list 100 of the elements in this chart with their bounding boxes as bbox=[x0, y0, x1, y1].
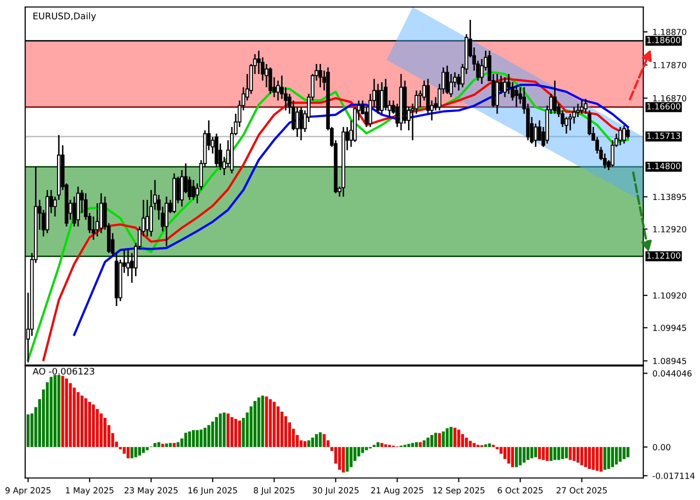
bar bbox=[514, 447, 518, 468]
candlestick bbox=[380, 82, 384, 114]
bar bbox=[26, 414, 30, 448]
bar bbox=[80, 396, 84, 448]
bar bbox=[538, 447, 541, 460]
bar bbox=[238, 420, 242, 448]
bar bbox=[584, 447, 588, 468]
ref-line-label: 1.14800 bbox=[647, 162, 680, 170]
bar bbox=[572, 447, 576, 461]
bar bbox=[422, 440, 426, 448]
bar bbox=[550, 447, 552, 461]
bar bbox=[546, 447, 549, 461]
bar bbox=[564, 447, 568, 458]
chart-title: AO -0.006123 bbox=[32, 368, 94, 375]
bar bbox=[165, 444, 168, 448]
candlestick bbox=[626, 126, 630, 140]
text: EURUSD,Daily bbox=[34, 12, 96, 22]
bar bbox=[61, 376, 64, 448]
bar bbox=[426, 438, 430, 448]
bar bbox=[442, 431, 445, 448]
bar bbox=[130, 447, 134, 458]
x-tick-label: 8 Jul 2025 bbox=[254, 487, 294, 496]
bar bbox=[365, 447, 368, 450]
bar bbox=[50, 376, 53, 448]
bar bbox=[561, 447, 564, 460]
bar bbox=[526, 447, 530, 460]
bar bbox=[592, 447, 595, 470]
bar bbox=[472, 443, 476, 448]
bar bbox=[453, 428, 456, 448]
bar bbox=[503, 447, 506, 460]
bar bbox=[154, 443, 156, 448]
candlestick bbox=[299, 106, 303, 141]
bar bbox=[230, 417, 234, 448]
bar bbox=[438, 433, 441, 448]
bar bbox=[380, 443, 384, 448]
candlestick bbox=[145, 199, 150, 238]
bar bbox=[222, 412, 226, 448]
bar bbox=[268, 399, 272, 448]
y-tick-label: -0.017114 bbox=[652, 472, 695, 479]
bar bbox=[204, 428, 206, 448]
bar bbox=[492, 444, 495, 448]
bar bbox=[188, 431, 192, 448]
candlestick bbox=[376, 83, 380, 114]
bar bbox=[318, 432, 322, 448]
bar bbox=[168, 443, 172, 448]
candlestick bbox=[318, 63, 322, 88]
y-tick-label: 1.17870 bbox=[653, 62, 686, 68]
candlestick bbox=[495, 73, 500, 114]
x-tick-label: 27 Oct 2025 bbox=[556, 487, 607, 494]
x-tick-label: 30 Jul 2025 bbox=[312, 487, 359, 496]
bar bbox=[272, 402, 276, 448]
bar bbox=[88, 402, 92, 448]
candlestick bbox=[622, 124, 626, 144]
bar bbox=[534, 447, 538, 458]
bar bbox=[376, 442, 380, 448]
bar bbox=[450, 426, 452, 448]
candlestick bbox=[618, 126, 622, 146]
bar bbox=[65, 378, 68, 448]
bar bbox=[403, 444, 406, 448]
candlestick bbox=[514, 84, 518, 108]
candlestick bbox=[584, 98, 588, 114]
y-tick-label: 1.10920 bbox=[653, 292, 686, 299]
bar bbox=[315, 434, 318, 448]
x-tick-label: 6 Oct 2025 bbox=[498, 487, 543, 494]
candlestick bbox=[503, 76, 507, 98]
bar bbox=[126, 447, 130, 458]
bar bbox=[411, 443, 414, 448]
bar bbox=[138, 447, 142, 456]
bar bbox=[157, 442, 160, 448]
y-tick-label: 1.16870 bbox=[653, 95, 686, 102]
candlestick bbox=[553, 80, 557, 114]
bar bbox=[603, 447, 606, 470]
bar bbox=[176, 442, 180, 448]
y-tick-label: 0.044046 bbox=[652, 370, 692, 377]
y-tick-label: 1.18870 bbox=[653, 28, 686, 36]
bar bbox=[276, 406, 280, 448]
bar bbox=[464, 438, 468, 448]
bar bbox=[488, 444, 491, 448]
ref-line-label: 1.18600 bbox=[647, 36, 680, 44]
bar bbox=[161, 444, 164, 448]
x-tick-label: 9 Apr 2025 bbox=[5, 487, 50, 496]
bar bbox=[434, 432, 438, 448]
bar bbox=[576, 447, 580, 463]
x-tick-label: 21 Aug 2025 bbox=[371, 487, 424, 496]
bar bbox=[322, 434, 326, 448]
bar bbox=[626, 447, 630, 458]
y-tick-label: 1.12920 bbox=[653, 226, 686, 232]
candlestick bbox=[276, 80, 280, 102]
bar bbox=[218, 414, 222, 448]
bar bbox=[511, 447, 514, 468]
candlestick bbox=[192, 179, 196, 201]
bar bbox=[57, 375, 60, 448]
candlestick bbox=[164, 196, 168, 248]
bar bbox=[611, 447, 614, 468]
x-tick-label: 1 May 2025 bbox=[66, 487, 114, 496]
candlestick bbox=[295, 106, 300, 138]
candlestick bbox=[580, 100, 584, 114]
bar bbox=[311, 438, 314, 448]
y-tick-label: 0.00 bbox=[652, 444, 670, 450]
y-tick-label: 1.09945 bbox=[653, 324, 686, 331]
